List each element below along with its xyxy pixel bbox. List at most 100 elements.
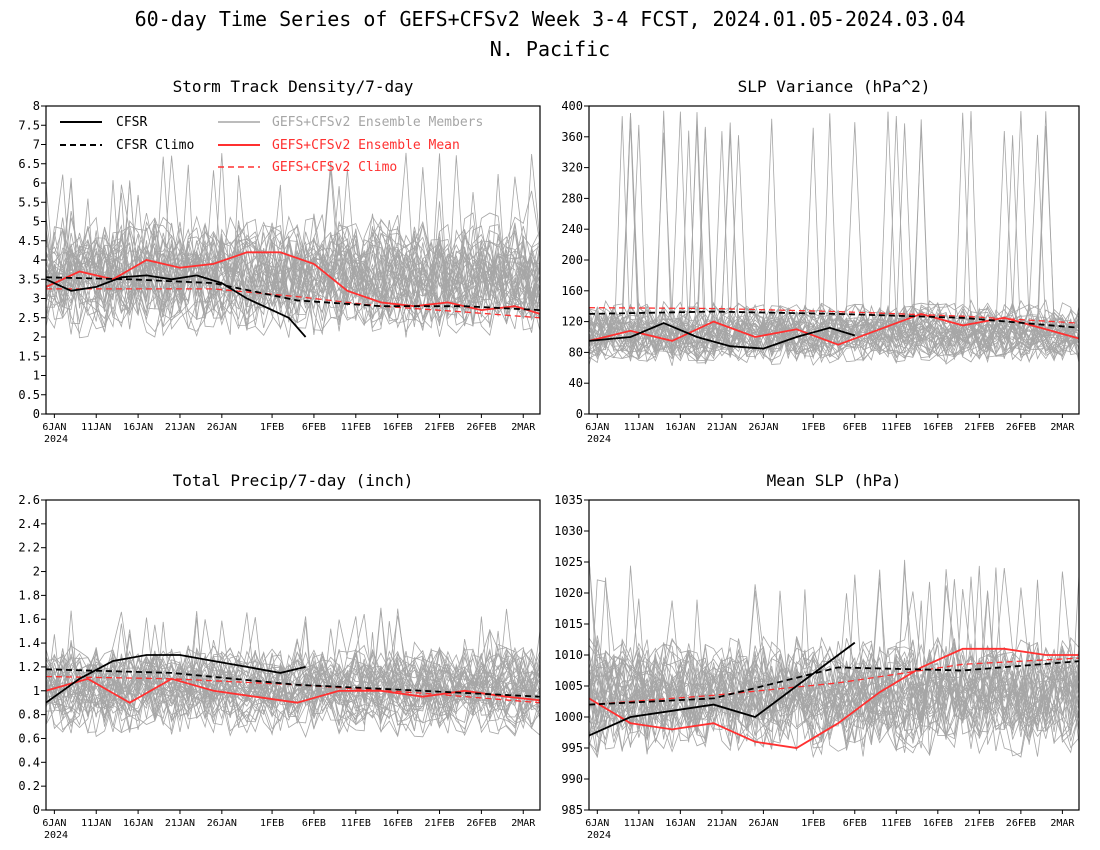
ensemble-mean-line (588, 647, 1079, 749)
y-tick-label: 7 (33, 138, 40, 152)
x-tick-label: 21FEB (964, 818, 994, 829)
member-line (589, 115, 1079, 364)
member-line (46, 612, 540, 703)
x-tick-label: 21JAN (707, 818, 737, 829)
x-tick-label: 21JAN (707, 422, 737, 433)
member-line (589, 600, 1079, 758)
x-tick-label: 21FEB (424, 818, 454, 829)
ensemble-climo-line (46, 288, 541, 319)
x-tick-label: 16JAN (123, 818, 153, 829)
member-line (46, 610, 540, 718)
y-tick-label: 4 (33, 253, 40, 267)
panel-slp-variance: 0 40 80 120 160 200 240 280 320 360 400 6JAN 11JAN 16… (561, 77, 1080, 445)
cfsr-climo-line (45, 276, 541, 311)
y-tick-label: 995 (561, 741, 583, 755)
x-tick-label: 2MAR (1050, 422, 1075, 433)
y-tick-label: 2.5 (18, 311, 40, 325)
member-line (46, 679, 540, 738)
x-tick-year: 2024 (587, 830, 611, 841)
x-tick-label: 26FEB (466, 422, 496, 433)
ensemble-climo-line (588, 657, 1080, 706)
x-tick-label: 26JAN (748, 818, 778, 829)
y-tick-label: 0.4 (18, 755, 40, 769)
panel-title: Total Precip/7-day (inch) (173, 471, 414, 490)
member-line (589, 636, 1079, 715)
y-tick-label: 1025 (554, 555, 583, 569)
x-tick-label: 1FEB (801, 818, 825, 829)
main-title: 60-day Time Series of GEFS+CFSv2 Week 3-… (135, 7, 966, 31)
ensemble-mean-line (588, 312, 1080, 346)
cfsr-line (45, 274, 307, 338)
member-line (589, 110, 1079, 360)
y-tick-label: 0.6 (18, 731, 40, 745)
y-tick-label: 3 (33, 292, 40, 306)
x-tick-label: 16JAN (665, 818, 695, 829)
member-line (589, 678, 1079, 759)
panel-mean-slp: 985 990 995 1000 1005 1010 1015 1020 1025 1030 103… (554, 471, 1080, 841)
ensemble-mean-line (45, 677, 541, 704)
y-tick-label: 1005 (554, 679, 583, 693)
y-tick-label: 240 (561, 222, 583, 236)
x-tick-label: 6JAN (585, 422, 609, 433)
member-line (46, 648, 540, 705)
y-tick-label: 1030 (554, 524, 583, 538)
member-line (46, 652, 540, 707)
y-tick-label: 0 (33, 407, 40, 421)
x-tick-label: 26FEB (1006, 422, 1036, 433)
member-line (589, 559, 1079, 735)
x-tick-label: 6JAN (42, 422, 66, 433)
x-tick-label: 21FEB (424, 422, 454, 433)
y-tick-label: 990 (561, 772, 583, 786)
y-tick-label: 1.5 (18, 349, 40, 363)
member-line (46, 610, 540, 730)
x-tick-label: 2MAR (1050, 818, 1075, 829)
member-line (46, 616, 540, 738)
legend-ens-climo-label: GEFS+CFSv2 Climo (272, 160, 397, 175)
x-tick-label: 6FEB (302, 818, 326, 829)
y-tick-label: 80 (569, 345, 583, 359)
legend-cfsr-label: CFSR (116, 115, 147, 130)
x-tick-label: 21JAN (165, 818, 195, 829)
y-tick-label: 1 (33, 684, 40, 698)
y-tick-label: 6.5 (18, 157, 40, 171)
x-tick-label: 6FEB (302, 422, 326, 433)
y-tick-label: 280 (561, 191, 583, 205)
y-tick-label: 2.6 (18, 493, 40, 507)
cfsr-line (45, 654, 306, 704)
y-tick-label: 1015 (554, 617, 583, 631)
ensemble-members (589, 110, 1079, 366)
y-tick-label: 200 (561, 253, 583, 267)
y-tick-label: 40 (569, 376, 583, 390)
x-tick-label: 16JAN (665, 422, 695, 433)
member-line (46, 628, 540, 705)
y-tick-label: 1035 (554, 493, 583, 507)
cfsr-climo-line (45, 668, 541, 698)
y-tick-label: 120 (561, 315, 583, 329)
member-line (589, 322, 1079, 366)
x-tick-label: 11JAN (81, 818, 111, 829)
x-tick-year: 2024 (44, 434, 68, 445)
member-line (589, 584, 1079, 718)
y-tick-label: 0.8 (18, 708, 40, 722)
y-tick-label: 0.5 (18, 388, 40, 402)
x-tick-label: 6JAN (42, 818, 66, 829)
member-line (589, 653, 1079, 732)
x-tick-label: 1FEB (260, 818, 284, 829)
member-line (589, 567, 1079, 714)
member-line (46, 164, 540, 326)
main-subtitle: N. Pacific (490, 37, 610, 61)
x-tick-label: 11JAN (624, 818, 654, 829)
member-line (589, 118, 1079, 346)
y-tick-label: 1 (33, 369, 40, 383)
legend-ens-mean-label: GEFS+CFSv2 Ensemble Mean (272, 138, 460, 153)
y-tick-label: 5 (33, 215, 40, 229)
y-tick-label: 1000 (554, 710, 583, 724)
member-line (589, 590, 1079, 716)
x-tick-label: 11JAN (81, 422, 111, 433)
x-tick-label: 21JAN (165, 422, 195, 433)
member-line (589, 569, 1079, 755)
x-tick-label: 26FEB (1006, 818, 1036, 829)
x-tick-label: 2MAR (511, 818, 536, 829)
cfsr-climo-line (588, 310, 1080, 329)
y-tick-label: 160 (561, 284, 583, 298)
